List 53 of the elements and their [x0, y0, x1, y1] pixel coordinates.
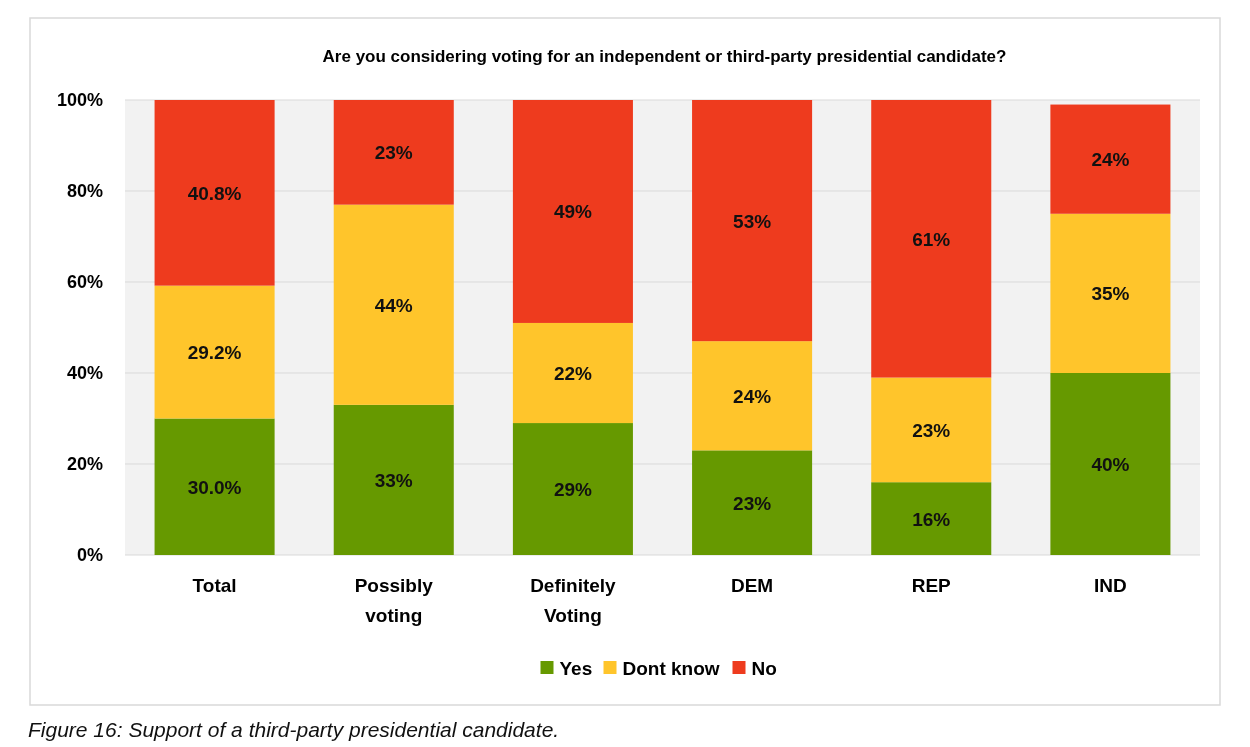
bar	[1050, 104, 1171, 214]
data-label: 16%	[912, 508, 951, 530]
bar	[333, 100, 454, 205]
x-tick-label: Definitely Voting	[530, 575, 617, 626]
y-tick-label: 40%	[66, 363, 103, 383]
x-tick-label: IND	[1094, 575, 1127, 596]
bar	[692, 341, 813, 451]
bar	[692, 100, 813, 342]
data-label: 33%	[374, 469, 413, 491]
bar	[154, 100, 275, 286]
data-label: 23%	[912, 419, 951, 441]
bar	[154, 285, 275, 419]
bar	[1050, 213, 1171, 373]
data-label: 24%	[733, 385, 772, 407]
y-tick-label: 0%	[76, 545, 103, 565]
bar	[512, 100, 633, 323]
legend-label: Dont know	[622, 658, 720, 679]
x-tick-label: DEM	[730, 575, 774, 596]
legend-label: Yes	[559, 658, 593, 679]
data-label: 53%	[733, 210, 772, 232]
x-tick-label: Possibly voting	[354, 575, 434, 626]
x-tick-label: Total	[192, 575, 237, 596]
data-label: 40.8%	[187, 182, 242, 204]
bar	[871, 100, 992, 378]
y-tick-label: 60%	[66, 272, 103, 292]
bar	[333, 204, 454, 405]
data-label: 29%	[553, 479, 593, 501]
data-label: 22%	[553, 363, 593, 384]
data-label: 24%	[1091, 149, 1130, 171]
x-tick-label: REP	[911, 575, 952, 596]
legend-label: No	[751, 658, 777, 679]
bar	[871, 482, 992, 555]
y-tick-label: 100%	[56, 90, 103, 110]
bar	[512, 322, 633, 424]
data-label: 35%	[1091, 283, 1130, 305]
data-label: 49%	[553, 201, 593, 223]
caption: Figure 16: Support of a third-party presidential candidate.	[28, 718, 560, 741]
y-tick-label: 80%	[66, 181, 103, 201]
data-label: 23%	[733, 492, 772, 514]
chart-title: Are you considering voting for an independent or third-party presidential candidate?	[322, 47, 1007, 66]
data-label: 30.0%	[187, 476, 242, 498]
data-label: 23%	[374, 142, 413, 164]
bar	[333, 404, 454, 555]
bar	[871, 377, 992, 483]
data-label: 61%	[912, 228, 951, 250]
bar	[154, 418, 275, 555]
bar	[692, 450, 813, 555]
y-tick-label: 20%	[66, 454, 103, 474]
data-label: 44%	[374, 294, 413, 316]
data-label: 40%	[1091, 454, 1130, 475]
bar	[512, 423, 633, 555]
data-label: 29.2%	[187, 342, 242, 364]
bar	[1050, 373, 1171, 555]
